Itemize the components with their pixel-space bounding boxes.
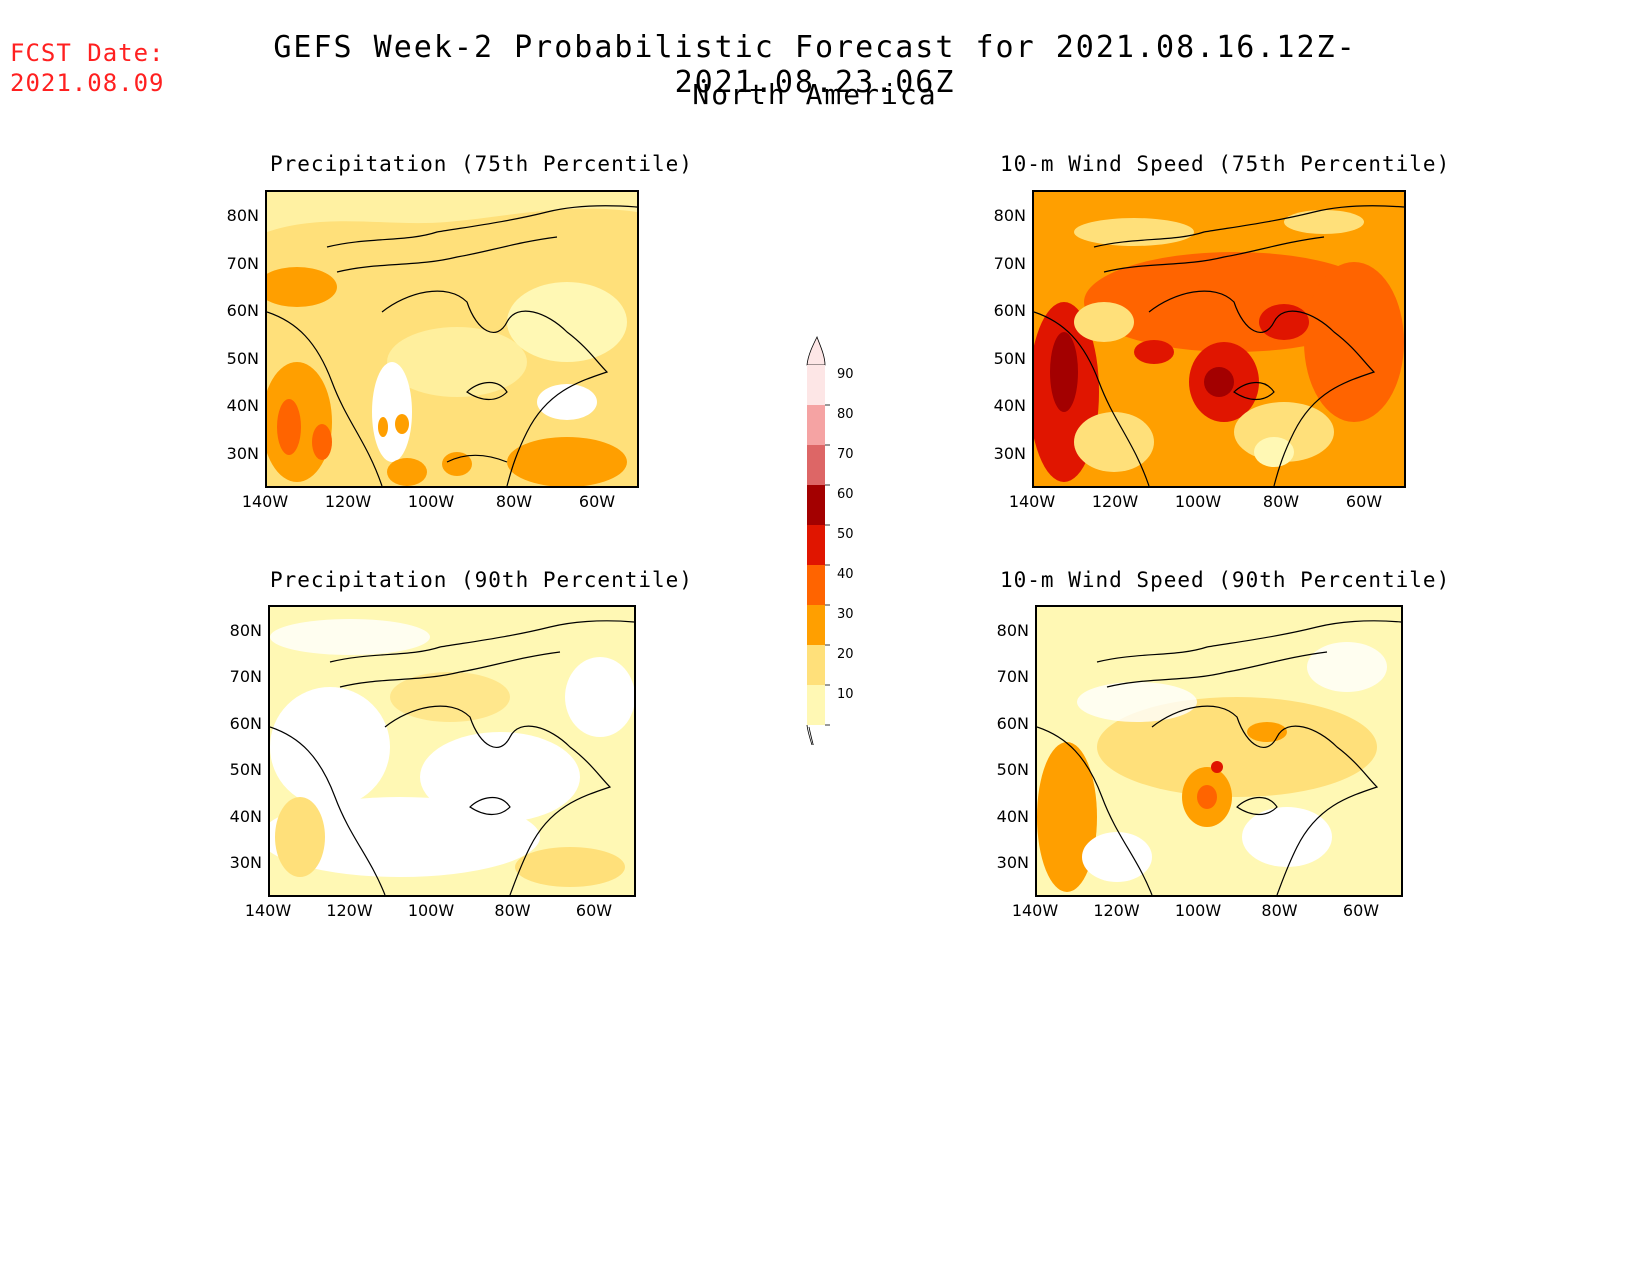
lon-tick-label: 140W [1011, 901, 1059, 920]
lon-tick-label: 100W [1174, 492, 1222, 511]
colorbar-segment [807, 365, 825, 405]
colorbar-segment [807, 685, 825, 725]
lon-tick-label: 80W [494, 901, 531, 920]
fcst-date-label: FCST Date: 2021.08.09 [10, 38, 165, 98]
lat-tick-label: 80N [996, 621, 1029, 640]
colorbar-segment [807, 485, 825, 525]
lon-tick-label: 100W [1174, 901, 1222, 920]
colorbar-segment [807, 605, 825, 645]
panel-title-wind75: 10-m Wind Speed (75th Percentile) [1000, 152, 1451, 176]
lon-tick-label: 140W [241, 492, 289, 511]
map-precip90 [268, 605, 636, 897]
colorbar-label: 60 [837, 487, 854, 502]
lat-tick-label: 80N [229, 621, 262, 640]
lat-tick-label: 70N [993, 253, 1026, 273]
lat-tick-label: 50N [226, 348, 259, 368]
colorbar-label: 40 [837, 567, 854, 582]
lat-tick-label: 40N [229, 806, 262, 826]
lon-tick-label: 140W [1008, 492, 1056, 511]
lon-tick-label: 60W [1345, 492, 1383, 511]
map-precip75 [265, 190, 639, 488]
panel-title-precip90: Precipitation (90th Percentile) [270, 568, 693, 592]
colorbar-label: 10 [837, 687, 854, 702]
lon-tick-label: 120W [326, 901, 373, 920]
lat-tick-label: 40N [993, 396, 1026, 416]
colorbar-segment [807, 565, 825, 605]
lat-tick-label: 40N [996, 806, 1029, 826]
panel-title-wind90: 10-m Wind Speed (90th Percentile) [1000, 568, 1451, 592]
lat-tick-label: 70N [226, 253, 259, 273]
lat-tick-label: 30N [996, 853, 1029, 872]
lon-tick-label: 120W [1093, 901, 1140, 920]
lat-tick-label: 30N [226, 444, 259, 463]
colorbar-top-tip [806, 335, 826, 366]
lat-tick-label: 70N [229, 667, 262, 687]
lon-tick-label: 60W [578, 492, 616, 511]
lon-tick-label: 120W [1091, 492, 1139, 511]
colorbar-label: 90 [837, 367, 854, 382]
colorbar [805, 335, 845, 762]
lat-tick-label: 80N [993, 206, 1026, 225]
lon-tick-label: 100W [407, 492, 455, 511]
lat-tick-label: 40N [226, 396, 259, 416]
lat-tick-label: 80N [226, 206, 259, 225]
lon-tick-label: 100W [407, 901, 455, 920]
colorbar-label: 20 [837, 647, 854, 662]
lat-tick-label: 60N [229, 713, 262, 733]
map-wind75 [1032, 190, 1406, 488]
fcst-label: FCST Date: [10, 39, 165, 67]
lat-tick-label: 60N [996, 713, 1029, 733]
colorbar-label: 50 [837, 527, 854, 542]
colorbar-label: 30 [837, 607, 854, 622]
page-title: GEFS Week-2 Probabilistic Forecast for 2… [273, 30, 1357, 100]
lat-tick-label: 70N [996, 667, 1029, 687]
lon-tick-label: 120W [324, 492, 372, 511]
lat-tick-label: 30N [229, 853, 262, 872]
colorbar-label: 70 [837, 447, 854, 462]
lon-tick-label: 80W [1261, 901, 1298, 920]
lon-tick-label: 80W [495, 492, 533, 511]
panel-title-precip75: Precipitation (75th Percentile) [270, 152, 693, 176]
lat-tick-label: 60N [993, 301, 1026, 321]
colorbar-segment [807, 405, 825, 445]
fcst-date: 2021.08.09 [10, 69, 165, 97]
lon-tick-label: 60W [575, 901, 613, 920]
colorbar-svg [806, 335, 830, 762]
map-wind90 [1035, 605, 1403, 897]
colorbar-label: 80 [837, 407, 854, 422]
colorbar-bottom-tip [806, 724, 818, 762]
colorbar-segment [807, 445, 825, 485]
lat-tick-label: 30N [993, 444, 1026, 463]
lon-tick-label: 140W [244, 901, 292, 920]
lat-tick-label: 50N [996, 760, 1029, 780]
lon-tick-label: 80W [1262, 492, 1300, 511]
lat-tick-label: 50N [229, 760, 262, 780]
colorbar-segment [807, 525, 825, 565]
lat-tick-label: 60N [226, 301, 259, 321]
lat-tick-label: 50N [993, 348, 1026, 368]
colorbar-segment [807, 645, 825, 685]
lon-tick-label: 60W [1342, 901, 1380, 920]
page-subtitle: North America [692, 78, 938, 111]
